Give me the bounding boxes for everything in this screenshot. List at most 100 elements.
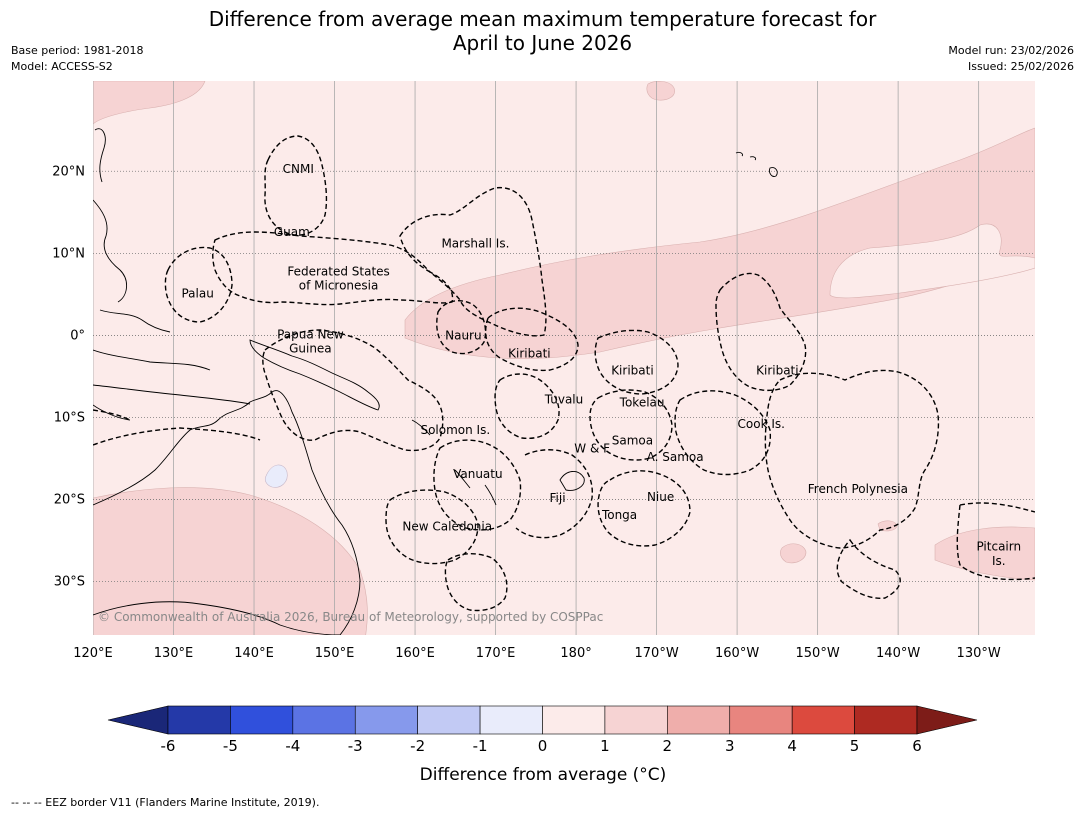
region-label: Federated States	[287, 264, 389, 278]
coastline-philippines-indonesia	[93, 128, 251, 421]
eez-tuvalu	[494, 373, 560, 440]
colorbar-segment	[604, 705, 668, 735]
colorbar-tick-label: 1	[600, 737, 610, 755]
region-label: W & F	[574, 442, 610, 456]
colorbar-tick-label: -3	[348, 737, 363, 755]
lon-tick-label: 120°E	[73, 646, 113, 661]
region-label: Solomon Is.	[420, 423, 490, 437]
region-label: Guinea	[289, 342, 332, 356]
anomaly-zone-1-to-2-small-2	[877, 520, 898, 532]
region-label: Tokelau	[619, 396, 665, 410]
region-label: Niue	[647, 490, 674, 504]
coastline-new-zealand-islands	[93, 151, 778, 635]
eez-marshall	[399, 186, 547, 337]
lon-tick-label: 130°E	[154, 646, 194, 661]
region-label: CNMI	[283, 162, 314, 176]
region-label: Marshall Is.	[441, 237, 509, 251]
eez-kiribati-phoenix	[594, 329, 679, 395]
colorbar-segment	[479, 705, 543, 735]
anomaly-zone-0-to-1-inset	[829, 223, 1035, 299]
region-label: Papua New	[277, 328, 344, 342]
eez-palau	[164, 246, 233, 323]
meta-right: Model run: 23/02/2026 Issued: 25/02/2026	[948, 43, 1074, 75]
copyright-text: © Commonwealth of Australia 2026, Bureau…	[98, 610, 603, 624]
colorbar-segments	[167, 705, 918, 735]
region-label: Kiribati	[611, 364, 653, 378]
colorbar-tick-labels: -6 -5 -4 -3 -2 -1 0 1 2 3 4 5 6	[161, 737, 922, 755]
title-line-1: Difference from average mean maximum tem…	[208, 7, 877, 31]
colorbar-segment	[417, 705, 481, 735]
region-label: Is.	[992, 554, 1006, 568]
lat-tick-label: 10°S	[54, 411, 85, 426]
colorbar-legend: -6 -5 -4 -3 -2 -1 0 1 2 3 4 5 6 Difference from aver…	[107, 705, 978, 785]
eez-tokelau-samoa	[589, 389, 673, 461]
lat-grid-lines	[93, 170, 1035, 583]
colorbar-tick-label: 4	[787, 737, 797, 755]
lon-tick-label: 180°	[560, 646, 591, 661]
lon-tick-label: 150°W	[796, 646, 840, 661]
colorbar-tick-label: 6	[912, 737, 922, 755]
lon-tick-labels: 120°E 130°E 140°E 150°E 160°E 170°E 180° 170°W 1…	[73, 646, 1001, 661]
region-label: Kiribati	[756, 364, 798, 378]
anomaly-zone-1-to-2-hawaii	[646, 81, 675, 101]
colorbar-tick-label: -6	[161, 737, 176, 755]
lon-tick-label: 170°W	[635, 646, 679, 661]
colorbar-tick-label: -5	[223, 737, 238, 755]
eez-nauru	[436, 300, 487, 355]
region-label: A. Samoa	[647, 450, 704, 464]
lon-tick-label: 130°W	[957, 646, 1001, 661]
region-label: Guam	[274, 225, 310, 239]
colorbar-label: Difference from average (°C)	[420, 765, 667, 785]
region-label: Cook Is.	[738, 417, 785, 431]
lat-tick-labels: 20°N 10°N 0° 10°S 20°S 30°S	[52, 164, 85, 589]
colorbar-under-arrow	[107, 705, 169, 735]
anomaly-zone-neg-1-to-0	[264, 464, 288, 488]
colorbar-segment	[354, 705, 418, 735]
meta-left: Base period: 1981-2018 Model: ACCESS-S2	[11, 43, 143, 75]
colorbar-tick-label: -1	[473, 737, 488, 755]
anomaly-zone-1-to-2-northwest	[93, 81, 206, 125]
anomaly-zone-1-to-2-south-australia	[93, 487, 368, 635]
lon-tick-label: 140°E	[234, 646, 274, 661]
eez-french-polynesia	[764, 369, 940, 599]
coastline-new-guinea	[249, 339, 380, 411]
lon-tick-label: 160°W	[715, 646, 759, 661]
eez-kiribati-gilbert	[484, 307, 579, 372]
anomaly-zone-1-to-2-small-1	[780, 543, 807, 564]
region-label: Kiribati	[508, 346, 550, 360]
region-label: Pitcairn	[976, 539, 1021, 553]
region-label: Samoa	[612, 433, 653, 447]
colorbar-over-arrow	[916, 705, 978, 735]
region-label: of Micronesia	[299, 278, 379, 292]
colorbar-tick-label: 3	[725, 737, 735, 755]
eez-png-solomon	[262, 329, 444, 452]
lat-tick-label: 0°	[70, 328, 85, 343]
eez-new-caledonia	[385, 489, 508, 612]
lon-grid-lines	[93, 81, 980, 635]
colorbar-segment	[230, 705, 294, 735]
eez-vanuatu-fiji	[433, 439, 593, 539]
eez-western-border	[93, 409, 261, 446]
model-text: Model: ACCESS-S2	[11, 60, 113, 73]
region-label: Tonga	[601, 508, 637, 522]
region-label: Tuvalu	[544, 392, 584, 406]
colorbar-tick-label: 5	[850, 737, 860, 755]
lat-tick-label: 20°N	[52, 164, 85, 179]
title-line-2: April to June 2026	[452, 31, 633, 55]
eez-niue-tonga	[597, 470, 691, 547]
map-title: Difference from average mean maximum tem…	[0, 7, 1085, 55]
colorbar-tick-label: -4	[285, 737, 300, 755]
lon-tick-label: 170°E	[476, 646, 516, 661]
lon-tick-label: 150°E	[315, 646, 355, 661]
eez-cnmi-guam	[264, 135, 328, 236]
colorbar-tick-label: -2	[410, 737, 425, 755]
region-label: Palau	[181, 287, 213, 301]
colorbar-segment	[667, 705, 731, 735]
colorbar-segment	[729, 705, 793, 735]
lon-tick-label: 140°W	[876, 646, 920, 661]
colorbar-segment	[542, 705, 606, 735]
lat-tick-label: 10°N	[52, 246, 85, 261]
region-label: Fiji	[550, 491, 566, 505]
base-period-text: Base period: 1981-2018	[11, 44, 144, 57]
